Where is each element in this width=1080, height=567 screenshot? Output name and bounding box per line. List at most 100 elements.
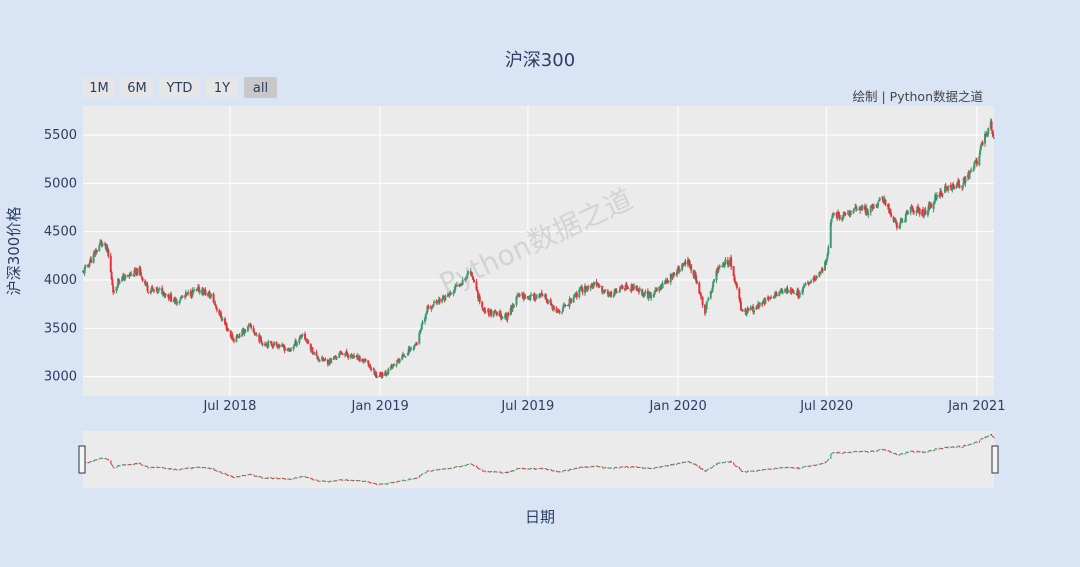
slider-candle xyxy=(798,468,800,470)
slider-candle xyxy=(542,468,544,470)
slider-candle xyxy=(705,470,707,472)
slider-candle xyxy=(947,446,949,448)
candle xyxy=(735,281,738,290)
candle xyxy=(813,274,816,282)
slider-candle xyxy=(567,470,569,472)
candle xyxy=(895,221,898,231)
slider-candle xyxy=(146,466,148,468)
slider-candle xyxy=(773,468,775,470)
x-tick-label: Jan 2021 xyxy=(947,399,1005,414)
slider-candle xyxy=(784,467,786,469)
rangeslider[interactable] xyxy=(83,431,994,488)
range-button-ytd[interactable]: YTD xyxy=(159,77,200,98)
slider-candle xyxy=(861,450,863,452)
slider-candle xyxy=(432,469,434,471)
candle xyxy=(867,210,870,219)
slider-candle xyxy=(373,482,375,484)
slider-candle xyxy=(294,477,296,479)
slider-candle xyxy=(785,467,787,469)
range-button-1m[interactable]: 1M xyxy=(83,77,115,98)
slider-candle xyxy=(927,451,929,453)
slider-candle xyxy=(89,461,91,463)
slider-candle xyxy=(649,467,651,469)
slider-candle xyxy=(344,479,346,481)
slider-candle xyxy=(616,467,618,469)
candle xyxy=(418,330,421,345)
candle xyxy=(511,302,514,312)
candle xyxy=(975,157,978,167)
slider-candle xyxy=(649,467,652,469)
slider-candle xyxy=(496,471,498,473)
slider-candle xyxy=(884,449,887,451)
candle xyxy=(441,298,444,304)
slider-candle xyxy=(905,452,907,454)
slider-candle xyxy=(147,467,150,469)
candle xyxy=(917,203,920,214)
slider-candle xyxy=(222,472,224,474)
slider-candle xyxy=(738,466,741,469)
candle xyxy=(219,310,222,319)
candle xyxy=(167,293,170,301)
candle xyxy=(340,352,343,354)
range-button-1y[interactable]: 1Y xyxy=(206,77,238,98)
y-tick-label: 5500 xyxy=(44,128,77,143)
slider-candle xyxy=(853,451,856,453)
candle xyxy=(827,244,830,256)
slider-candle xyxy=(626,466,629,468)
slider-candle xyxy=(679,463,681,465)
range-button-all[interactable]: all xyxy=(244,77,277,98)
slider-candle xyxy=(293,478,295,480)
slider-candle xyxy=(540,467,542,469)
range-button-6m[interactable]: 6M xyxy=(121,77,153,98)
slider-candle xyxy=(955,446,958,448)
candle xyxy=(808,283,811,285)
slider-candle xyxy=(387,482,389,484)
candle xyxy=(248,324,251,327)
candle xyxy=(243,328,246,337)
candle xyxy=(516,292,519,300)
slider-candle xyxy=(118,465,120,467)
slider-candle xyxy=(279,478,281,480)
slider-candle xyxy=(301,476,303,478)
slider-candle xyxy=(791,467,794,469)
slider-candle xyxy=(258,475,261,478)
slider-candle xyxy=(582,466,584,468)
slider-candle xyxy=(900,453,902,455)
candle xyxy=(732,266,735,277)
slider-candle xyxy=(353,479,355,481)
slider-candle xyxy=(596,466,598,468)
slider-candle xyxy=(352,480,354,482)
rangeslider-handle-right[interactable] xyxy=(991,445,999,474)
slider-candle xyxy=(940,447,942,449)
candle xyxy=(402,353,405,357)
slider-candle xyxy=(351,479,354,481)
slider-candle xyxy=(689,462,692,464)
slider-candle xyxy=(472,464,474,466)
slider-candle xyxy=(533,467,535,469)
slider-candle xyxy=(675,464,678,466)
slider-candle xyxy=(802,466,804,468)
slider-candle xyxy=(453,466,456,468)
slider-candle xyxy=(209,467,211,469)
candle xyxy=(875,203,878,208)
candle xyxy=(726,256,729,268)
slider-candle xyxy=(786,466,788,468)
candle xyxy=(544,293,547,300)
slider-candle xyxy=(924,451,927,453)
candle xyxy=(117,278,120,284)
slider-candle xyxy=(433,469,435,471)
rangeslider-handle-left[interactable] xyxy=(78,445,86,474)
slider-candle xyxy=(779,467,781,469)
slider-candle xyxy=(487,471,489,473)
slider-candle xyxy=(643,467,645,469)
slider-candle xyxy=(493,471,495,473)
slider-candle xyxy=(220,471,222,473)
candle xyxy=(273,341,276,348)
candle xyxy=(487,307,490,317)
candle xyxy=(524,294,527,299)
slider-candle xyxy=(530,468,532,470)
slider-candle xyxy=(597,465,599,467)
slider-candle xyxy=(243,474,245,476)
slider-candle xyxy=(444,468,446,470)
candle xyxy=(579,285,582,292)
